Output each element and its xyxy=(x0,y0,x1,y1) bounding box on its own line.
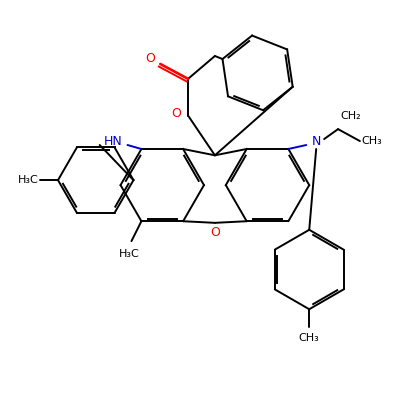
Text: H₃C: H₃C xyxy=(17,175,38,185)
Text: CH₃: CH₃ xyxy=(362,136,383,146)
Text: O: O xyxy=(146,52,155,66)
Text: H₃C: H₃C xyxy=(119,249,140,259)
Text: CH₂: CH₂ xyxy=(340,111,361,121)
Text: O: O xyxy=(171,107,181,120)
Text: N: N xyxy=(312,134,321,148)
Text: O: O xyxy=(210,226,220,239)
Text: HN: HN xyxy=(104,134,123,148)
Text: CH₃: CH₃ xyxy=(299,333,320,343)
